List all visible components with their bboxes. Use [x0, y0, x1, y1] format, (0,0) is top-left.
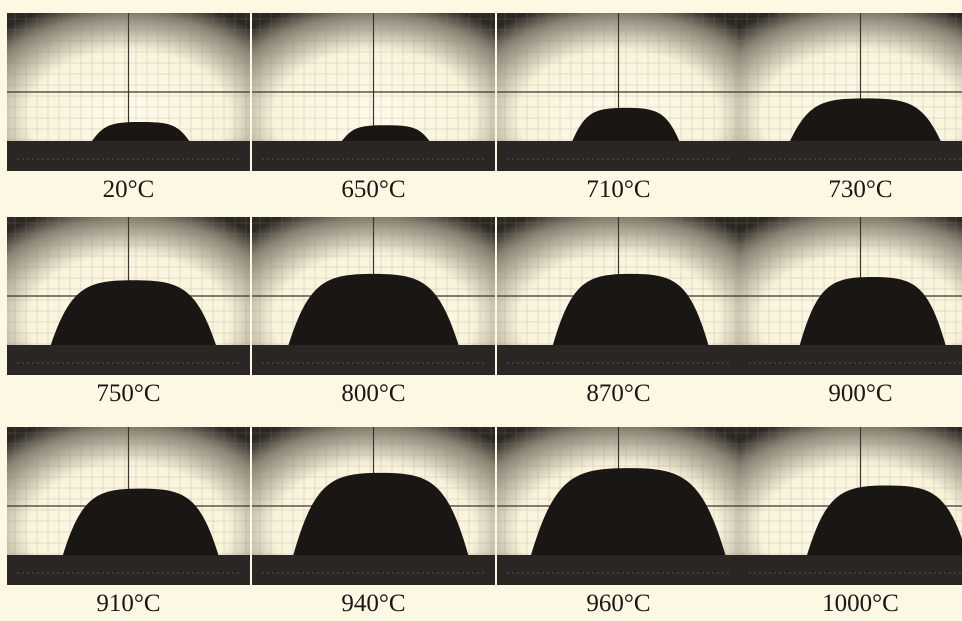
substrate — [7, 555, 250, 585]
droplet — [790, 98, 941, 141]
panel: 910°C — [7, 427, 250, 621]
panel: 710°C — [497, 13, 740, 207]
drop-photo — [7, 217, 250, 375]
drop-photo — [739, 217, 962, 375]
substrate — [252, 555, 495, 585]
substrate — [252, 345, 495, 375]
crosshair — [7, 13, 250, 141]
panel: 960°C — [497, 427, 740, 621]
temperature-label: 900°C — [828, 380, 893, 407]
panel: 730°C — [739, 13, 962, 207]
temperature-label: 960°C — [586, 590, 651, 617]
droplet — [293, 472, 469, 555]
substrate — [739, 345, 962, 375]
droplet — [531, 468, 726, 555]
droplet — [92, 122, 190, 141]
drop-photo — [497, 427, 740, 585]
crosshair — [252, 13, 495, 141]
panel: 940°C — [252, 427, 495, 621]
panel: 1000°C — [739, 427, 962, 621]
temperature-label: 730°C — [828, 176, 893, 203]
substrate — [7, 141, 250, 171]
temperature-label: 650°C — [341, 176, 406, 203]
panel: 900°C — [739, 217, 962, 411]
drop-photo — [7, 427, 250, 585]
drop-photo — [252, 13, 495, 171]
temperature-label: 910°C — [96, 590, 161, 617]
panel: 870°C — [497, 217, 740, 411]
panel: 750°C — [7, 217, 250, 411]
droplet — [807, 485, 962, 555]
temperature-label: 750°C — [96, 380, 161, 407]
droplet — [799, 277, 946, 345]
drop-photo — [739, 13, 962, 171]
substrate — [739, 555, 962, 585]
substrate — [497, 555, 740, 585]
temperature-label: 940°C — [341, 590, 406, 617]
substrate — [7, 345, 250, 375]
drop-photo — [252, 217, 495, 375]
substrate — [252, 141, 495, 171]
drop-photo — [739, 427, 962, 585]
substrate — [497, 141, 740, 171]
temperature-label: 1000°C — [822, 590, 899, 617]
droplet — [62, 488, 219, 555]
substrate — [739, 141, 962, 171]
droplet — [572, 107, 680, 141]
droplet — [552, 273, 709, 345]
panel: 650°C — [252, 13, 495, 207]
substrate — [497, 345, 740, 375]
droplet — [288, 273, 459, 345]
panel: 20°C — [7, 13, 250, 207]
temperature-label: 800°C — [341, 380, 406, 407]
temperature-label: 870°C — [586, 380, 651, 407]
temperature-label: 20°C — [102, 176, 155, 203]
drop-photo — [497, 13, 740, 171]
drop-photo — [252, 427, 495, 585]
drop-photo — [7, 13, 250, 171]
panel: 800°C — [252, 217, 495, 411]
droplet — [50, 280, 216, 345]
drop-photo — [497, 217, 740, 375]
temperature-label: 710°C — [586, 176, 651, 203]
droplet — [341, 125, 430, 141]
